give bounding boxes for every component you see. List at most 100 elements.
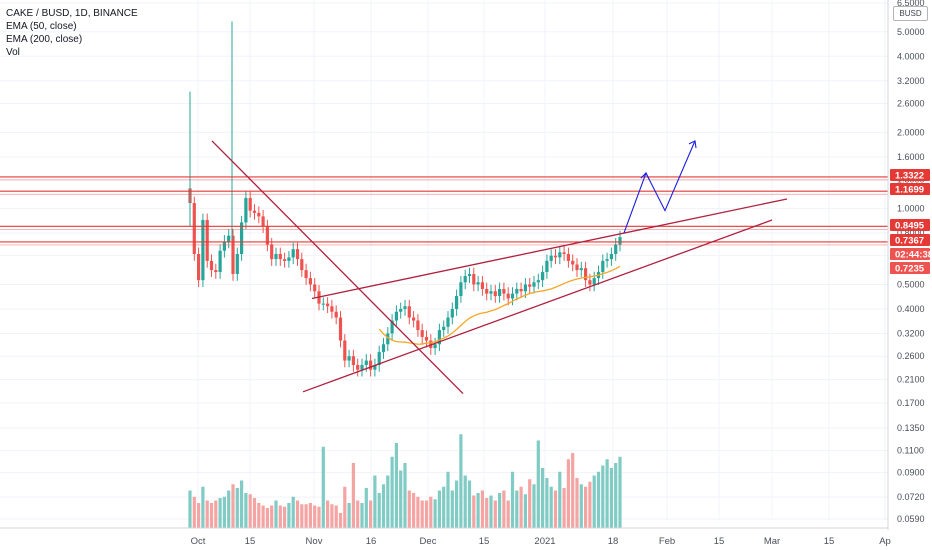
- volume-bar: [364, 488, 368, 528]
- candle-body: [248, 197, 252, 211]
- volume-bar: [459, 434, 463, 528]
- price-tag: 0.7235: [890, 262, 930, 275]
- candle-body: [493, 291, 497, 297]
- time-tick-label: 15: [479, 536, 490, 547]
- candle-body: [205, 219, 209, 261]
- price-tag: 0.7367: [890, 234, 930, 247]
- time-axis: Oct 15 Nov 16 Dec 15 2021 18 Feb 15 Mar 15 Ap: [191, 536, 891, 547]
- volume-bar: [536, 440, 540, 528]
- price-tag-bg: [890, 219, 930, 231]
- volume-bar: [407, 490, 411, 528]
- candle-body: [523, 284, 527, 292]
- time-tick-label: Feb: [659, 536, 675, 547]
- volume-bar: [214, 500, 218, 528]
- volume-bar: [437, 490, 441, 528]
- symbol-title: CAKE / BUSD, 1D, BINANCE: [6, 8, 138, 19]
- volume-bar: [313, 505, 317, 528]
- time-tick-label: Oct: [191, 536, 206, 547]
- candle-body: [446, 317, 450, 327]
- volume-bar: [493, 500, 497, 528]
- volume-bar: [278, 505, 282, 528]
- candle-body: [502, 288, 506, 294]
- candle-body: [291, 249, 295, 258]
- price-tag-bg: [890, 169, 930, 181]
- candle-body: [300, 259, 304, 271]
- volume-bar: [308, 503, 312, 528]
- volume-bar: [244, 493, 248, 528]
- candle-body: [536, 280, 540, 283]
- candle-body: [584, 268, 588, 281]
- price-tag-label: 0.8495: [895, 221, 925, 232]
- volume-bar: [588, 481, 592, 528]
- candle-body: [283, 259, 287, 261]
- price-tick-label: 0.1700: [897, 398, 925, 408]
- price-tick-label: 2.0000: [897, 127, 925, 137]
- candle-body: [519, 288, 523, 292]
- candle-body: [472, 274, 476, 285]
- volume-bar: [446, 471, 450, 528]
- candle-body: [334, 311, 338, 318]
- candle-body: [566, 254, 570, 261]
- candle-body: [455, 296, 459, 309]
- candle-body: [386, 333, 390, 345]
- volume-bar: [356, 500, 360, 528]
- volume-bar: [274, 500, 278, 528]
- volume-bar: [467, 480, 472, 528]
- volume-bar: [455, 480, 459, 528]
- volume-bar: [553, 490, 558, 528]
- price-tick-label: 2.6000: [897, 99, 925, 109]
- candle-body: [192, 203, 196, 255]
- volume-bar: [420, 500, 424, 528]
- candle-body: [244, 197, 248, 223]
- time-tick-label: 15: [714, 536, 725, 547]
- time-tick-label: 16: [366, 536, 377, 547]
- price-tick-label: 1.6000: [897, 152, 925, 162]
- candle-body: [498, 288, 502, 297]
- candle-body: [562, 252, 566, 255]
- wedge-upper-line: [311, 198, 788, 300]
- volume-bar: [287, 503, 291, 528]
- chart-legend: CAKE / BUSD, 1D, BINANCE EMA (50, close)…: [6, 7, 138, 59]
- volume-bar: [209, 503, 214, 528]
- candle-body: [442, 326, 446, 331]
- candle-body: [485, 288, 489, 294]
- candle-body: [287, 257, 291, 261]
- price-tick-label: 0.2100: [897, 375, 925, 385]
- volume-bar: [545, 478, 549, 528]
- volume-bar: [519, 486, 523, 528]
- volume-bar: [360, 503, 364, 528]
- volume-bar: [541, 468, 545, 528]
- volume-bar: [476, 493, 480, 528]
- volume-bar: [562, 488, 566, 528]
- candle-body: [459, 282, 463, 297]
- volume-bar: [442, 486, 446, 528]
- candle-body: [270, 244, 274, 260]
- price-tag-bg: [890, 183, 930, 195]
- volume-bar: [502, 490, 506, 528]
- price-tick-label: 4.0000: [897, 51, 925, 61]
- candle-body: [390, 320, 394, 334]
- candle-body: [614, 244, 618, 255]
- volume-bar: [381, 484, 386, 528]
- candle-body: [467, 274, 472, 277]
- price-tick-label: 0.1350: [897, 423, 925, 433]
- candle-body: [403, 306, 407, 309]
- currency-badge[interactable]: BUSD: [893, 6, 928, 21]
- candle-body: [553, 255, 558, 258]
- volume-bar: [558, 471, 562, 528]
- price-tick-label: 0.0590: [897, 514, 925, 524]
- volume-bar: [566, 459, 570, 528]
- volume-bar: [351, 463, 355, 528]
- price-tag-bg: [890, 234, 930, 246]
- candle-body: [330, 306, 334, 312]
- candle-body: [450, 308, 454, 318]
- volume-bar: [326, 500, 330, 528]
- candle-body: [214, 270, 218, 273]
- candle-body: [197, 254, 201, 281]
- candle-body: [265, 226, 269, 245]
- candle-body: [313, 284, 317, 292]
- candle-body: [235, 254, 239, 275]
- volume-bar: [330, 504, 334, 528]
- candle-body: [209, 260, 214, 271]
